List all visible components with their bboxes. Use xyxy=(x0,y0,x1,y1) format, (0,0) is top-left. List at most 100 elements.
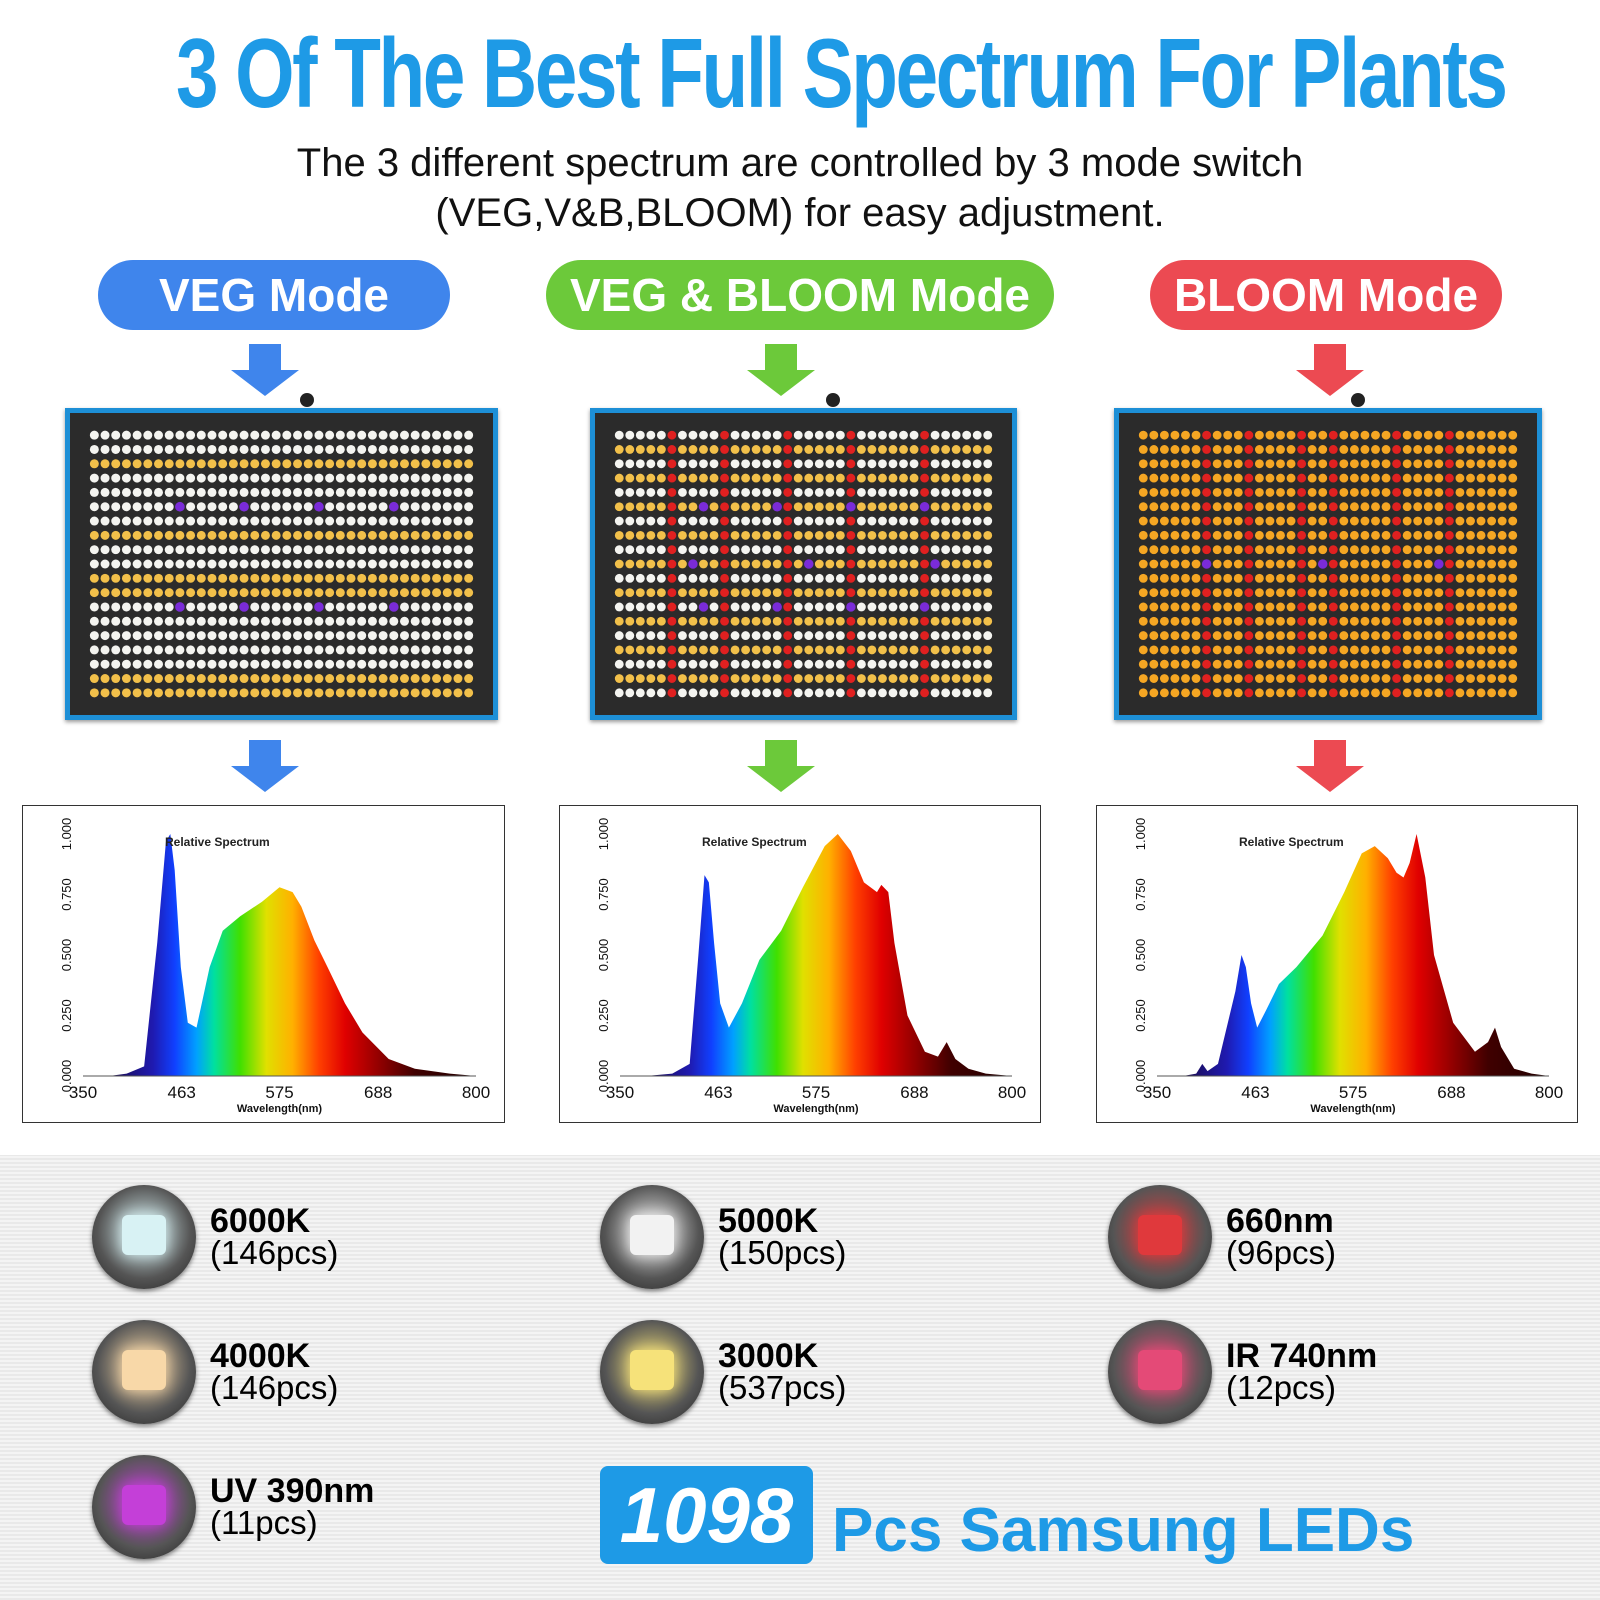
led-diode xyxy=(121,459,131,469)
led-diode xyxy=(164,487,174,497)
led-diode xyxy=(888,588,898,598)
uv-diode xyxy=(314,602,324,612)
led-diode xyxy=(1508,516,1518,526)
led-diode xyxy=(1423,674,1433,683)
led-diode xyxy=(111,573,121,583)
led-diode xyxy=(741,502,751,512)
led-diode xyxy=(293,530,303,540)
led-diode xyxy=(1381,616,1391,626)
led-diode xyxy=(1159,559,1169,569)
led-diode xyxy=(899,659,908,669)
chart-title: Relative Spectrum xyxy=(702,835,807,849)
led-diode xyxy=(825,545,835,555)
led-diode xyxy=(346,659,356,669)
led-diode xyxy=(239,659,249,669)
led-diode xyxy=(1138,530,1148,540)
led-diode xyxy=(1497,659,1507,669)
led-diode xyxy=(1371,473,1380,483)
uv-diode xyxy=(175,602,185,612)
led-diode xyxy=(688,473,698,483)
led-diode xyxy=(378,659,388,669)
led-diode xyxy=(1244,545,1254,555)
led-diode xyxy=(804,616,814,626)
led-diode xyxy=(1170,487,1180,497)
y-tick-label: 0.500 xyxy=(59,939,74,972)
led-diode xyxy=(888,616,898,626)
led-diode xyxy=(730,588,740,598)
subtitle-line-2: (VEG,V&B,BLOOM) for easy adjustment. xyxy=(435,191,1165,235)
led-diode xyxy=(1212,688,1222,698)
led-diode xyxy=(175,444,185,454)
led-diode xyxy=(1202,516,1212,526)
led-diode xyxy=(1466,659,1475,669)
led-diode xyxy=(814,573,824,583)
led-diode xyxy=(399,459,409,469)
led-diode xyxy=(1138,659,1148,669)
led-diode xyxy=(688,602,698,612)
led-chip xyxy=(122,1485,166,1525)
led-diode xyxy=(1149,674,1159,683)
led-diode xyxy=(1476,588,1486,598)
led-diode xyxy=(709,659,719,669)
led-diode xyxy=(772,616,782,626)
led-diode xyxy=(730,573,740,583)
led-diode xyxy=(646,659,656,669)
led-diode xyxy=(709,645,719,655)
led-diode xyxy=(442,688,452,698)
led-diode xyxy=(793,674,803,683)
led-diode xyxy=(783,688,793,698)
led-diode xyxy=(196,444,206,454)
led-diode xyxy=(1466,445,1475,454)
led-diode xyxy=(1181,559,1190,569)
led-diode xyxy=(410,530,420,540)
led-diode xyxy=(282,688,292,698)
led-diode xyxy=(751,645,761,655)
led-diode xyxy=(1212,530,1222,540)
page-title: 3 Of The Best Full Spectrum For Plants xyxy=(176,18,1508,128)
led-diode xyxy=(625,573,635,583)
led-diode xyxy=(367,516,377,526)
led-diode xyxy=(1402,445,1412,454)
led-diode xyxy=(699,473,708,483)
led-diode xyxy=(983,487,993,497)
led-diode xyxy=(930,459,940,469)
led-diode xyxy=(1371,430,1380,440)
led-diode xyxy=(1286,573,1296,583)
led-diode xyxy=(762,445,772,454)
led-diode xyxy=(835,502,845,512)
led-diode xyxy=(783,602,793,612)
led-diode xyxy=(218,588,228,598)
led-diode xyxy=(699,445,708,454)
led-diode xyxy=(951,631,961,641)
led-diode xyxy=(1455,616,1465,626)
led-diode xyxy=(699,430,708,440)
led-diode xyxy=(207,616,217,626)
led-diode xyxy=(1244,516,1254,526)
led-diode xyxy=(878,430,887,440)
spectrum-area xyxy=(109,834,476,1076)
led-diode xyxy=(1159,516,1169,526)
led-diode xyxy=(741,530,751,540)
led-diode xyxy=(1138,688,1148,698)
led-diode xyxy=(196,631,206,641)
led-diode xyxy=(250,487,260,497)
led-diode xyxy=(1402,473,1412,483)
led-diode xyxy=(1307,430,1317,440)
led-diode xyxy=(1360,530,1370,540)
led-diode xyxy=(453,688,463,698)
led-diode xyxy=(888,645,898,655)
led-diode xyxy=(667,573,677,583)
y-tick-label: 1.000 xyxy=(1133,818,1148,851)
led-diode xyxy=(164,459,174,469)
led-diode xyxy=(207,530,217,540)
led-diode xyxy=(1413,688,1423,698)
led-diode xyxy=(1392,487,1402,497)
led-diode xyxy=(1444,502,1454,512)
led-diode xyxy=(1487,487,1497,497)
y-tick-label: 0.000 xyxy=(596,1060,611,1093)
led-diode xyxy=(1476,473,1486,483)
led-diode xyxy=(1138,430,1148,440)
led-diode xyxy=(1191,430,1201,440)
led-diode xyxy=(164,573,174,583)
led-diode xyxy=(1371,631,1380,641)
